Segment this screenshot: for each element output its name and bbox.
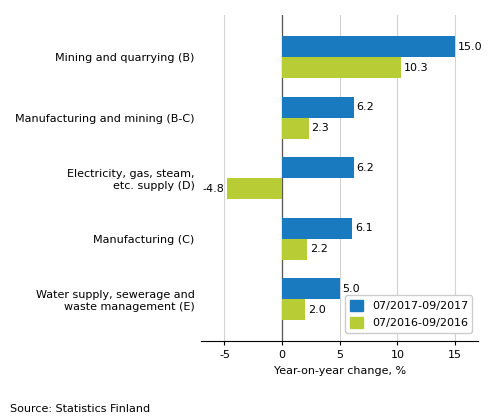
Text: 6.2: 6.2 [356,163,374,173]
Text: 5.0: 5.0 [343,284,360,294]
Bar [282,157,353,178]
Text: 6.1: 6.1 [355,223,373,233]
Legend: 07/2017-09/2017, 07/2016-09/2016: 07/2017-09/2017, 07/2016-09/2016 [345,295,472,333]
Bar [282,299,305,320]
Bar [282,239,308,260]
Text: 10.3: 10.3 [404,63,428,73]
Bar [282,218,352,239]
Bar [282,57,401,79]
Bar [227,178,282,199]
Text: Source: Statistics Finland: Source: Statistics Finland [10,404,150,414]
X-axis label: Year-on-year change, %: Year-on-year change, % [274,366,406,376]
Text: 2.0: 2.0 [308,305,326,315]
Bar [282,278,340,299]
Text: 15.0: 15.0 [458,42,483,52]
Text: 2.3: 2.3 [312,124,329,134]
Bar [282,118,309,139]
Bar [282,36,455,57]
Text: 2.2: 2.2 [310,244,328,254]
Text: -4.8: -4.8 [202,184,224,194]
Text: 6.2: 6.2 [356,102,374,112]
Bar [282,97,353,118]
